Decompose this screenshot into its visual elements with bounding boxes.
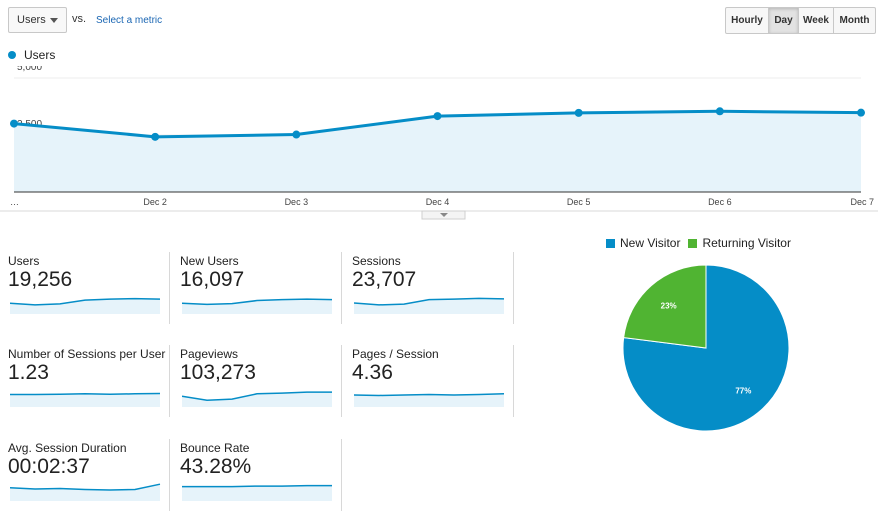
sparkline-line — [354, 297, 505, 306]
period-day-button[interactable]: Day — [768, 7, 799, 34]
metric-tile[interactable]: Sessions 23,707 — [352, 252, 514, 334]
metric-value: 23,707 — [352, 268, 417, 291]
tile-divider — [341, 252, 342, 324]
metric-sparkline — [10, 483, 161, 501]
metric-select[interactable]: Users — [8, 7, 67, 33]
sparkline-line — [182, 298, 333, 306]
tile-divider — [513, 252, 514, 324]
users-data-point — [292, 130, 301, 139]
sparkline-area — [354, 393, 504, 407]
metric-tile[interactable]: Users 19,256 — [8, 252, 170, 334]
sparkline-area — [182, 299, 332, 314]
pie-legend-returning-visitor: Returning Visitor — [688, 236, 791, 250]
tile-divider — [341, 345, 342, 417]
metric-value: 4.36 — [352, 361, 393, 384]
users-area-fill — [14, 111, 861, 192]
tile-divider — [513, 345, 514, 417]
visitor-type-pie-chart: 77% 23% — [622, 264, 790, 432]
chevron-down-icon — [50, 18, 58, 23]
sparkline-area — [182, 485, 332, 501]
metric-label: Pageviews — [180, 347, 239, 361]
metric-label: Avg. Session Duration — [8, 441, 127, 455]
users-legend-dot — [8, 51, 16, 59]
sparkline-line — [182, 391, 332, 402]
pie-slice-label: 23% — [661, 302, 677, 311]
sparkline-line — [10, 483, 161, 491]
metric-value: 103,273 — [180, 361, 256, 384]
period-selector: Hourly Day Week Month — [725, 7, 876, 34]
sparkline-line — [10, 392, 161, 396]
metric-label: New Users — [180, 254, 239, 268]
metric-sparkline — [10, 297, 161, 314]
x-tick-label: Dec 5 — [567, 197, 591, 207]
sparkline-area — [182, 392, 332, 407]
chart-legend: Users — [8, 48, 55, 62]
new-visitor-swatch — [606, 238, 615, 248]
x-tick-label: Dec 3 — [285, 197, 309, 207]
users-legend-label: Users — [24, 48, 56, 62]
metric-tile[interactable]: Bounce Rate 43.28% — [180, 439, 342, 516]
metric-value: 00:02:37 — [8, 455, 90, 478]
metric-tile[interactable]: Pages / Session 4.36 — [352, 345, 514, 427]
sparkline-area — [354, 298, 504, 314]
users-data-point — [10, 119, 18, 128]
sparkline-area — [10, 484, 160, 501]
tile-divider — [341, 439, 342, 511]
tile-divider — [169, 439, 170, 511]
metric-label: Sessions — [352, 254, 401, 268]
period-week-button[interactable]: Week — [798, 7, 834, 34]
select-metric-link[interactable]: Select a metric — [96, 15, 163, 26]
metric-value: 19,256 — [8, 268, 73, 291]
users-data-point — [433, 112, 442, 121]
metric-label: Number of Sessions per User — [8, 347, 166, 361]
metric-value: 16,097 — [180, 268, 245, 291]
users-data-point — [715, 107, 724, 116]
pie-legend-label: New Visitor — [620, 236, 681, 250]
period-hourly-button[interactable]: Hourly — [725, 7, 769, 34]
users-data-point — [857, 108, 865, 117]
tile-divider — [169, 345, 170, 417]
metric-label: Pages / Session — [352, 347, 439, 361]
pie-slice-label: 77% — [735, 386, 751, 395]
x-tick-label: Dec 6 — [708, 197, 732, 207]
y-tick-label: 5,000 — [17, 66, 42, 73]
metric-tile[interactable]: Number of Sessions per User 1.23 — [8, 345, 170, 427]
metric-sparkline — [10, 392, 161, 407]
metric-sparkline — [182, 298, 333, 314]
pie-legend-new-visitor: New Visitor — [606, 236, 680, 250]
pie-legend-label: Returning Visitor — [702, 236, 791, 250]
metric-value: 1.23 — [8, 361, 49, 384]
tile-divider — [169, 252, 170, 324]
metric-sparkline — [354, 393, 505, 407]
sparkline-area — [10, 393, 160, 407]
vs-label: vs. — [72, 13, 87, 25]
chevron-down-icon — [440, 213, 448, 217]
sparkline-line — [182, 484, 332, 488]
pie-slice — [623, 264, 707, 349]
metric-tile[interactable]: New Users 16,097 — [180, 252, 342, 334]
metric-tile[interactable]: Avg. Session Duration 00:02:37 — [8, 439, 170, 516]
metric-tile[interactable]: Pageviews 103,273 — [180, 345, 342, 427]
metric-label: Bounce Rate — [180, 441, 250, 455]
metric-sparkline — [182, 484, 332, 501]
metric-value: 43.28% — [180, 455, 252, 478]
metric-select-value: Users — [17, 14, 46, 26]
x-tick-label: Dec 4 — [426, 197, 450, 207]
pie-legend: New Visitor Returning Visitor — [606, 236, 799, 250]
metric-label: Users — [8, 254, 40, 268]
metric-sparkline — [354, 297, 505, 314]
x-tick-label: … — [10, 197, 19, 207]
users-data-point — [151, 132, 160, 141]
metric-sparkline — [182, 391, 332, 407]
sparkline-line — [10, 297, 161, 306]
period-month-button[interactable]: Month — [833, 7, 876, 34]
users-data-point — [574, 108, 583, 117]
returning-visitor-swatch — [688, 238, 698, 248]
x-tick-label: Dec 7 — [850, 197, 874, 207]
x-tick-label: Dec 2 — [143, 197, 167, 207]
sparkline-line — [354, 393, 505, 397]
sparkline-area — [10, 298, 160, 314]
